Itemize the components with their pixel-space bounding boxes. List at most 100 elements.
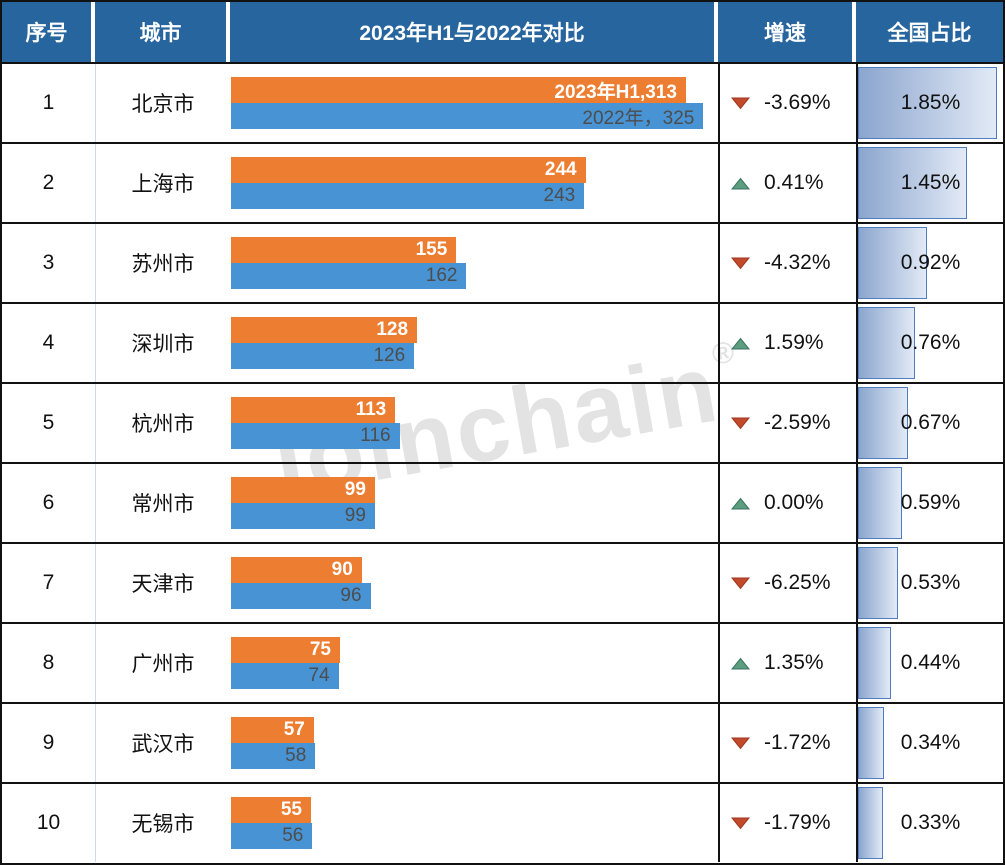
growth-value: -2.59% <box>764 411 831 434</box>
rank-cell: 1 <box>42 91 55 114</box>
share-databar <box>858 627 892 699</box>
growth-value: -1.72% <box>764 731 831 754</box>
rank-cell: 2 <box>42 171 55 194</box>
bar-2022-label: 99 <box>344 505 366 526</box>
bar-2022: 96 <box>231 583 371 609</box>
growth-value: -1.79% <box>764 811 831 834</box>
table-row: 3 苏州市 155 162 -4.32% 0.92% <box>2 222 1003 302</box>
trend-down-triangle-icon <box>730 737 750 750</box>
city-cell: 无锡市 <box>95 784 230 862</box>
share-cell: 0.59% <box>856 464 1003 542</box>
city-cell: 天津市 <box>95 544 230 622</box>
bar-2023h1-label: 55 <box>280 799 302 820</box>
trend-up-triangle-icon <box>730 657 750 670</box>
growth-cell: -1.79% <box>718 784 856 862</box>
bar-2023h1: 75 <box>231 637 340 663</box>
bar-2022: 56 <box>231 823 313 849</box>
bar-2022: 126 <box>231 343 415 369</box>
share-cell: 1.85% <box>856 64 1003 142</box>
bar-2022: 99 <box>231 503 375 529</box>
share-cell: 0.92% <box>856 224 1003 302</box>
share-databar <box>858 67 998 139</box>
share-databar <box>858 387 909 459</box>
comparison-bars-cell: 99 99 <box>230 464 718 542</box>
rank-cell: 5 <box>42 411 55 434</box>
rank-cell: 7 <box>42 571 55 594</box>
table-header: 序号 城市 2023年H1与2022年对比 增速 全国占比 <box>2 2 1003 62</box>
share-value: 0.33% <box>900 811 961 834</box>
growth-cell: 1.35% <box>718 624 856 702</box>
bar-2022-label: 126 <box>373 345 406 366</box>
share-databar <box>858 707 884 779</box>
bar-2023h1: 99 <box>231 477 375 503</box>
bar-2022-label: 162 <box>425 265 458 286</box>
comparison-bars-cell: 55 56 <box>230 784 718 862</box>
table-row: 9 武汉市 57 58 -1.72% 0.34% <box>2 702 1003 782</box>
growth-value: 0.00% <box>764 491 824 514</box>
share-databar <box>858 227 928 299</box>
bar-2023h1-label: 113 <box>355 399 387 420</box>
share-value: 0.53% <box>900 571 961 594</box>
bar-2023h1: 128 <box>231 317 418 343</box>
share-databar <box>858 547 898 619</box>
share-databar <box>858 307 916 379</box>
bar-2023h1: 155 <box>231 237 457 263</box>
share-value: 1.45% <box>900 171 961 194</box>
bar-2023h1-label: 99 <box>344 479 366 500</box>
bar-2022-label: 96 <box>340 585 362 606</box>
rank-cell: 10 <box>36 811 61 834</box>
growth-cell: -2.59% <box>718 384 856 462</box>
table-row: 7 天津市 90 96 -6.25% 0.53% <box>2 542 1003 622</box>
bar-2023h1: 244 <box>231 157 586 183</box>
bar-2023h1-label: 75 <box>309 639 331 660</box>
bar-2022-label: 74 <box>308 665 330 686</box>
share-cell: 0.53% <box>856 544 1003 622</box>
trend-down-triangle-icon <box>730 417 750 430</box>
trend-down-triangle-icon <box>730 97 750 110</box>
table-body: 1 北京市 2023年H1,313 2022年，325 -3.69% 1.85%… <box>2 62 1003 862</box>
header-city: 城市 <box>95 2 230 62</box>
bar-2023h1: 90 <box>231 557 362 583</box>
city-cell: 上海市 <box>95 144 230 222</box>
share-databar <box>858 147 968 219</box>
growth-value: 0.41% <box>764 171 824 194</box>
bar-2022-label: 58 <box>285 745 307 766</box>
header-national-share: 全国占比 <box>856 2 1003 62</box>
table-row: 8 广州市 75 74 1.35% 0.44% <box>2 622 1003 702</box>
bar-2023h1-label: 90 <box>331 559 353 580</box>
trend-up-triangle-icon <box>730 177 750 190</box>
comparison-bars-cell: 113 116 <box>230 384 718 462</box>
trend-up-triangle-icon <box>730 497 750 510</box>
share-value: 0.34% <box>900 731 961 754</box>
bar-2023h1: 113 <box>231 397 396 423</box>
table-row: 6 常州市 99 99 0.00% 0.59% <box>2 462 1003 542</box>
table-row: 5 杭州市 113 116 -2.59% 0.67% <box>2 382 1003 462</box>
bar-2023h1-label: 128 <box>376 319 409 340</box>
growth-value: -6.25% <box>764 571 831 594</box>
growth-value: 1.35% <box>764 651 824 674</box>
bar-2022-label: 56 <box>282 825 304 846</box>
comparison-bars-cell: 57 58 <box>230 704 718 782</box>
city-cell: 广州市 <box>95 624 230 702</box>
rank-cell: 6 <box>42 491 55 514</box>
comparison-bars-cell: 90 96 <box>230 544 718 622</box>
header-index: 序号 <box>2 2 95 62</box>
share-value: 0.44% <box>900 651 961 674</box>
growth-value: -4.32% <box>764 251 831 274</box>
rank-cell: 8 <box>42 651 55 674</box>
table-row: 10 无锡市 55 56 -1.79% 0.33% <box>2 782 1003 862</box>
share-cell: 0.67% <box>856 384 1003 462</box>
rank-cell: 3 <box>42 251 55 274</box>
bar-2022-label: 243 <box>543 185 576 206</box>
growth-cell: 1.59% <box>718 304 856 382</box>
bar-2023h1-label: 2023年H1,313 <box>554 81 677 103</box>
bar-2023h1: 2023年H1,313 <box>231 77 686 103</box>
bar-2022: 116 <box>231 423 400 449</box>
growth-cell: 0.41% <box>718 144 856 222</box>
header-growth: 增速 <box>718 2 856 62</box>
share-cell: 1.45% <box>856 144 1003 222</box>
comparison-bars-cell: 128 126 <box>230 304 718 382</box>
growth-value: -3.69% <box>764 91 831 114</box>
share-value: 1.85% <box>900 91 961 114</box>
